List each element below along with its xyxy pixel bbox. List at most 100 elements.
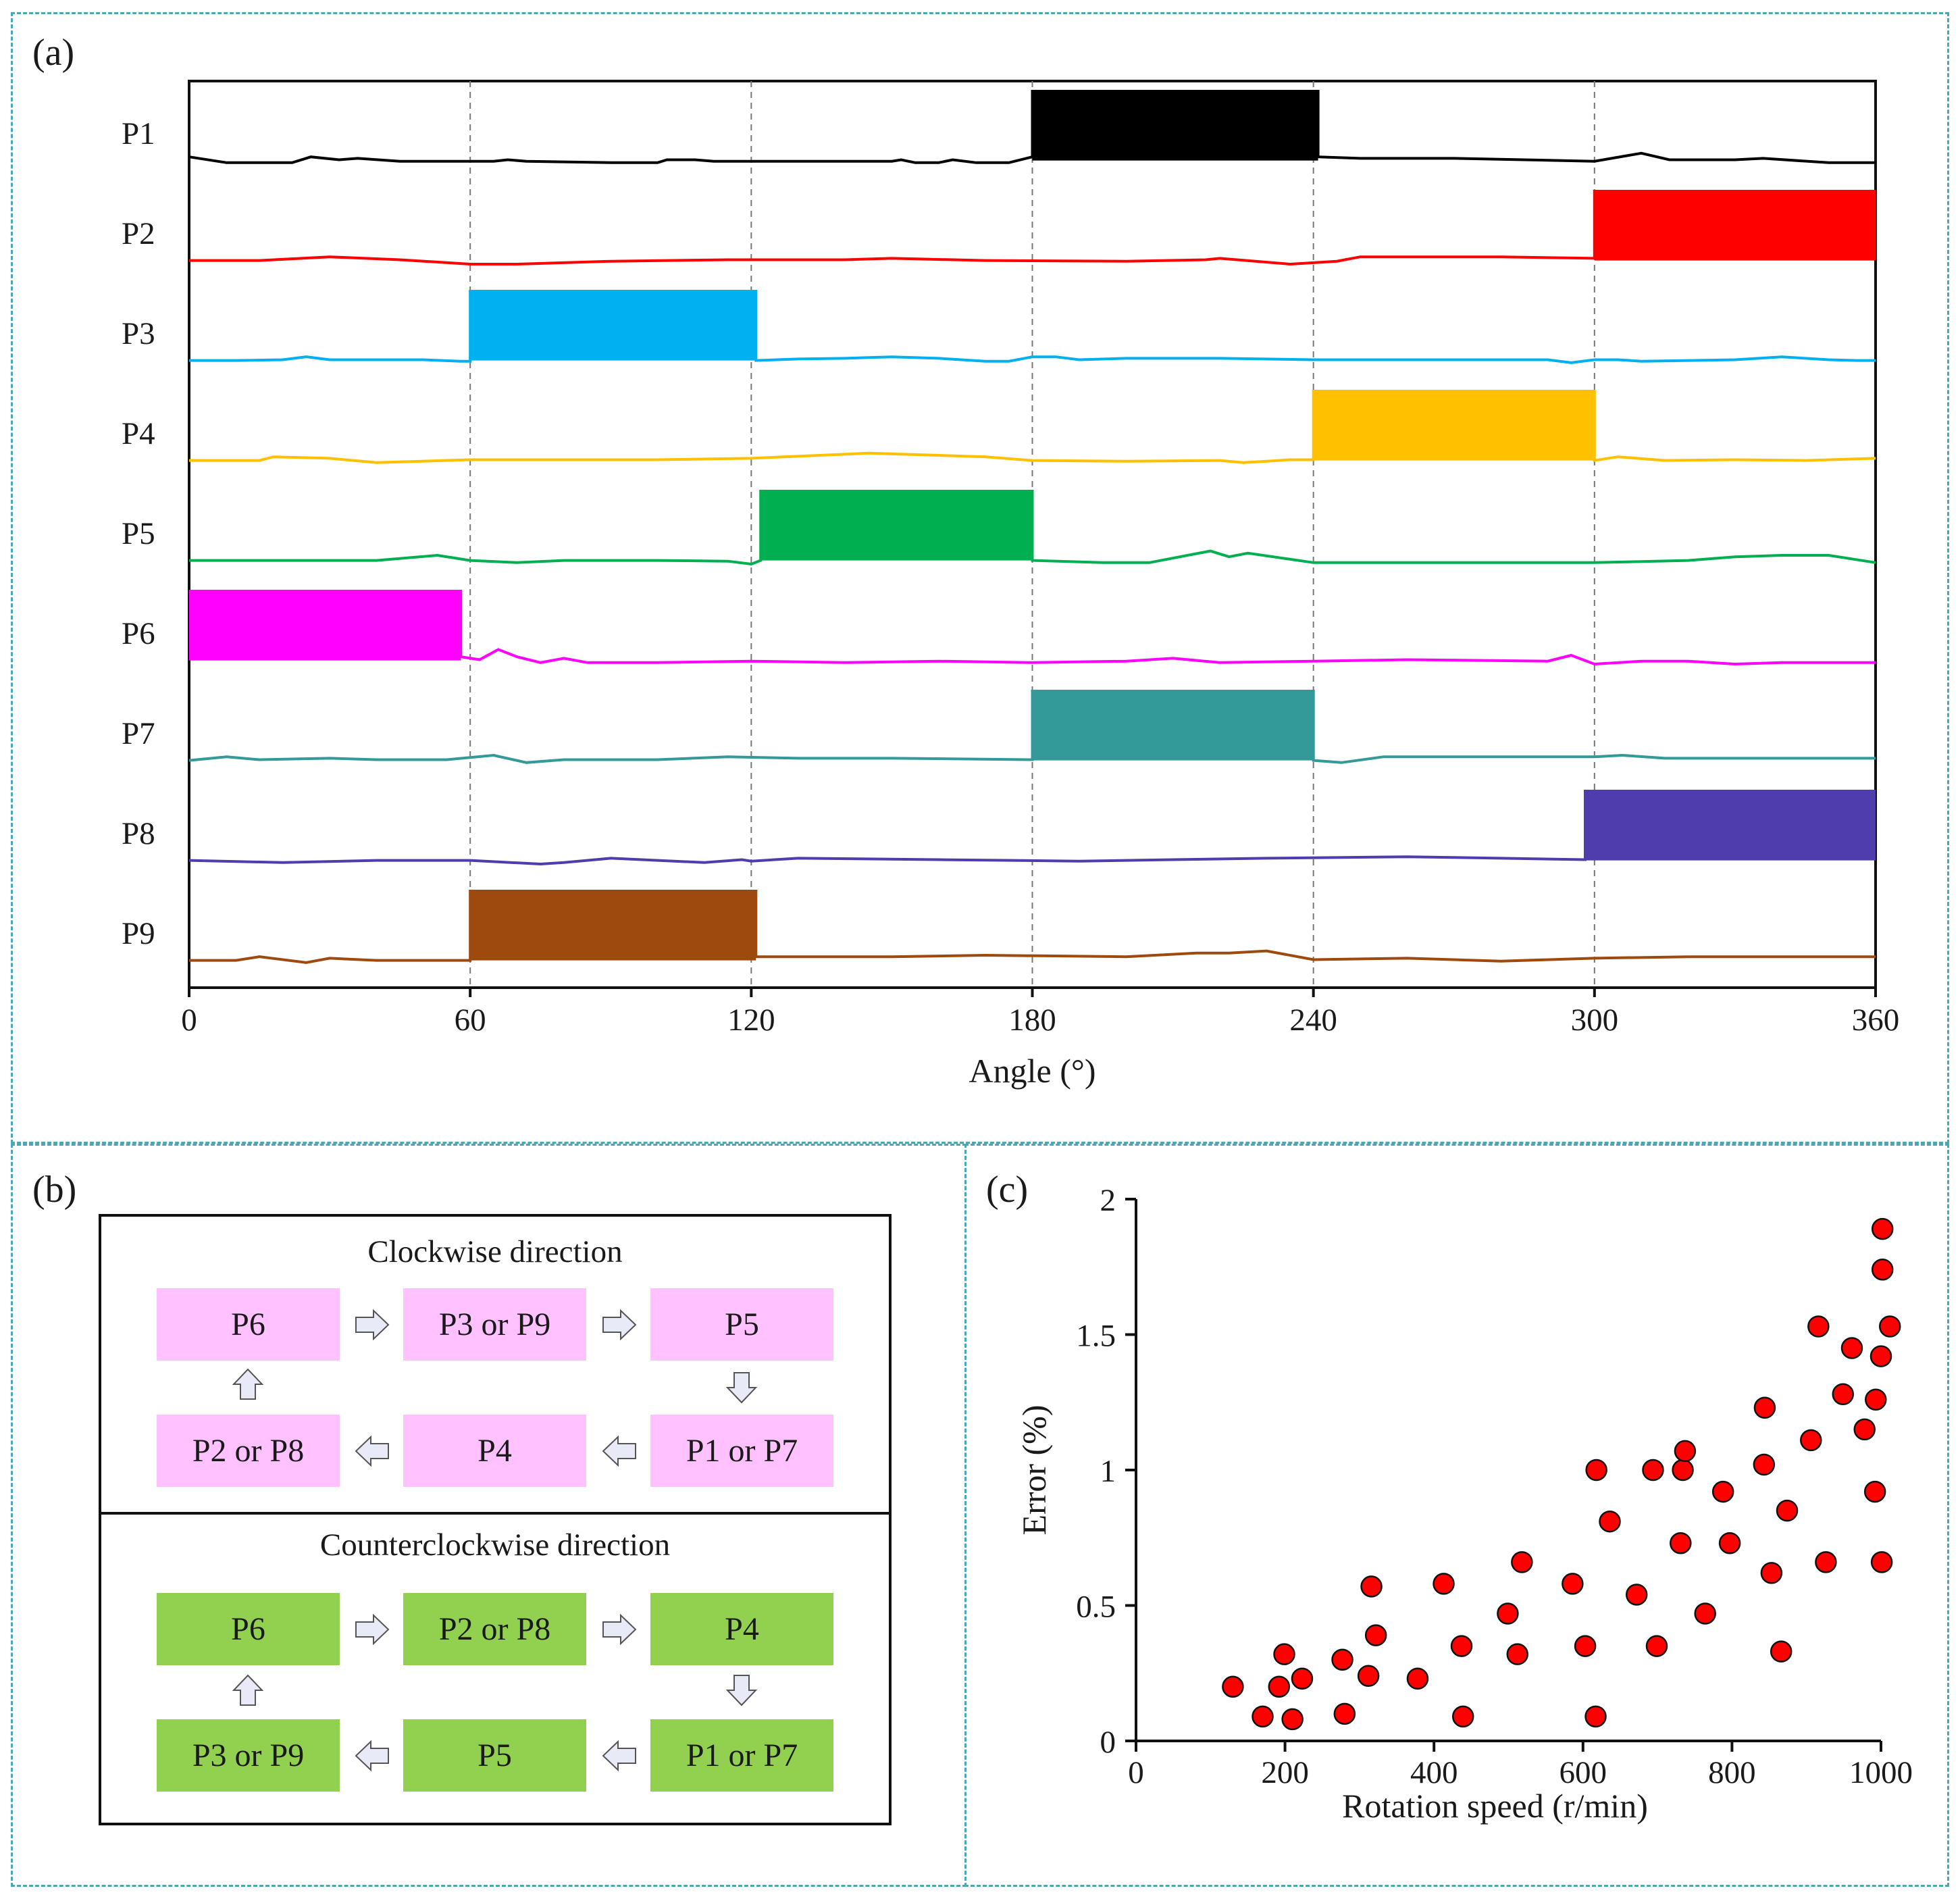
- clockwise-title: Clockwise direction: [367, 1234, 623, 1269]
- cw-box-4: P1 or P7: [650, 1415, 833, 1487]
- x-tick-label: 0: [1128, 1755, 1144, 1790]
- panel-c-frame: [964, 1144, 1949, 1887]
- series-p6-pulse: [189, 591, 461, 661]
- arrow-left-icon: [355, 1740, 389, 1772]
- scatter-point: [1807, 1315, 1830, 1338]
- arrow-left-icon: [602, 1435, 636, 1467]
- series-label-p4: P4: [122, 416, 155, 451]
- series-label-p5: P5: [122, 516, 155, 551]
- scatter-point: [1357, 1665, 1380, 1688]
- y-tick-label: 2: [1100, 1183, 1116, 1218]
- arrow-left-icon: [355, 1435, 389, 1467]
- scatter-point: [1506, 1643, 1528, 1665]
- scatter-point: [1853, 1418, 1876, 1441]
- arrow-right-icon: [355, 1613, 390, 1646]
- ccw-box-2: P2 or P8: [403, 1593, 586, 1665]
- series-p5-line: [189, 490, 1876, 566]
- cw-box-2: P3 or P9: [403, 1288, 586, 1361]
- series-label-p6: P6: [122, 616, 155, 651]
- series-label-p2: P2: [122, 216, 155, 251]
- scatter-point: [1863, 1480, 1886, 1503]
- scatter-point: [1252, 1705, 1274, 1728]
- series-p5-pulse: [760, 491, 1033, 561]
- x-tick-label: 600: [1559, 1755, 1607, 1790]
- x-tick-label: 60: [455, 1003, 486, 1038]
- sequence-diagram: [99, 1214, 892, 1825]
- scatter-point: [1753, 1453, 1776, 1476]
- scatter-point: [1674, 1440, 1697, 1463]
- panel-a-frame: [11, 12, 1949, 1144]
- series-label-p1: P1: [122, 116, 155, 151]
- scatter-point: [1584, 1705, 1607, 1728]
- x-tick-label: 200: [1261, 1755, 1309, 1790]
- scatter-point: [1694, 1602, 1716, 1625]
- cw-box-5: P4: [403, 1415, 586, 1487]
- y-tick-label: 1.5: [1076, 1319, 1116, 1354]
- scatter-point: [1281, 1708, 1304, 1731]
- scatter-point: [1273, 1643, 1295, 1665]
- arrow-down-icon: [725, 1675, 758, 1706]
- x-tick-label: 400: [1410, 1755, 1458, 1790]
- x-tick-label: 240: [1289, 1003, 1337, 1038]
- scatter-point: [1871, 1259, 1894, 1281]
- ccw-box-3: P4: [650, 1593, 833, 1665]
- scatter-point: [1760, 1562, 1783, 1584]
- cw-box-1: P6: [157, 1288, 340, 1361]
- series-p4-pulse: [1313, 391, 1595, 461]
- x-tick-label: 1000: [1849, 1755, 1913, 1790]
- scatter-point: [1585, 1459, 1607, 1482]
- y-axis-label: Error (%): [1015, 1405, 1053, 1536]
- x-axis-label: Angle (°): [969, 1052, 1096, 1090]
- series-p7-pulse: [1032, 691, 1314, 761]
- series-p3-line: [189, 290, 1876, 364]
- series-p8-line: [188, 790, 1876, 866]
- y-tick-label: 0.5: [1076, 1590, 1116, 1625]
- scatter-point: [1770, 1640, 1793, 1663]
- x-tick-label: 300: [1571, 1003, 1619, 1038]
- panel-b-label: (b): [32, 1169, 77, 1211]
- x-tick-label: 0: [181, 1003, 197, 1038]
- counterclockwise-title: Counterclockwise direction: [319, 1527, 671, 1563]
- arrow-left-icon: [602, 1740, 636, 1772]
- sequence-divider: [99, 1512, 892, 1515]
- x-tick-label: 120: [727, 1003, 775, 1038]
- series-p1-line: [188, 90, 1876, 164]
- scatter-point: [1832, 1383, 1854, 1405]
- scatter-point: [1599, 1510, 1621, 1533]
- y-tick-label: 0: [1100, 1725, 1116, 1760]
- arrow-up-icon: [232, 1674, 264, 1706]
- x-tick-label: 360: [1852, 1003, 1900, 1038]
- series-label-p9: P9: [122, 916, 155, 951]
- series-p1-pulse: [1032, 91, 1318, 161]
- scatter-point: [1711, 1480, 1734, 1503]
- series-p2-line: [189, 190, 1876, 266]
- scatter-point: [1869, 1345, 1892, 1367]
- series-p9-line: [189, 890, 1876, 964]
- scatter-point: [1450, 1635, 1473, 1657]
- series-p6-line: [189, 590, 1876, 666]
- arrow-right-icon: [602, 1309, 637, 1341]
- scatter-point: [1406, 1667, 1429, 1690]
- scatter-point: [1840, 1337, 1863, 1359]
- scatter-point: [1871, 1217, 1894, 1240]
- series-p4-line: [189, 390, 1876, 464]
- series-label-p3: P3: [122, 316, 155, 351]
- scatter-point: [1800, 1429, 1822, 1452]
- panel-a-label: (a): [32, 32, 75, 74]
- scatter-point: [1670, 1532, 1692, 1554]
- scatter-point: [1333, 1702, 1356, 1725]
- series-label-p8: P8: [122, 816, 155, 851]
- scatter-point: [1718, 1532, 1741, 1554]
- scatter-point: [1360, 1575, 1383, 1598]
- scatter-point: [1574, 1635, 1597, 1657]
- series-p3-pulse: [470, 291, 756, 361]
- scatter-point: [1222, 1675, 1244, 1698]
- scatter-point: [1625, 1584, 1648, 1606]
- scatter-point: [1645, 1635, 1668, 1657]
- arrow-down-icon: [725, 1372, 758, 1404]
- scatter-point: [1268, 1675, 1291, 1698]
- x-axis-label: Rotation speed (r/min): [1342, 1787, 1648, 1825]
- panel-c-label: (c): [986, 1169, 1029, 1211]
- scatter-point: [1433, 1573, 1455, 1595]
